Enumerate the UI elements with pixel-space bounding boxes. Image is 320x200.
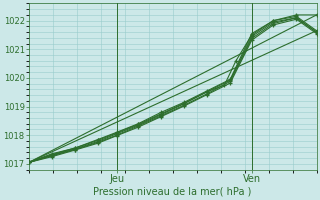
X-axis label: Pression niveau de la mer( hPa ): Pression niveau de la mer( hPa ) — [93, 187, 252, 197]
